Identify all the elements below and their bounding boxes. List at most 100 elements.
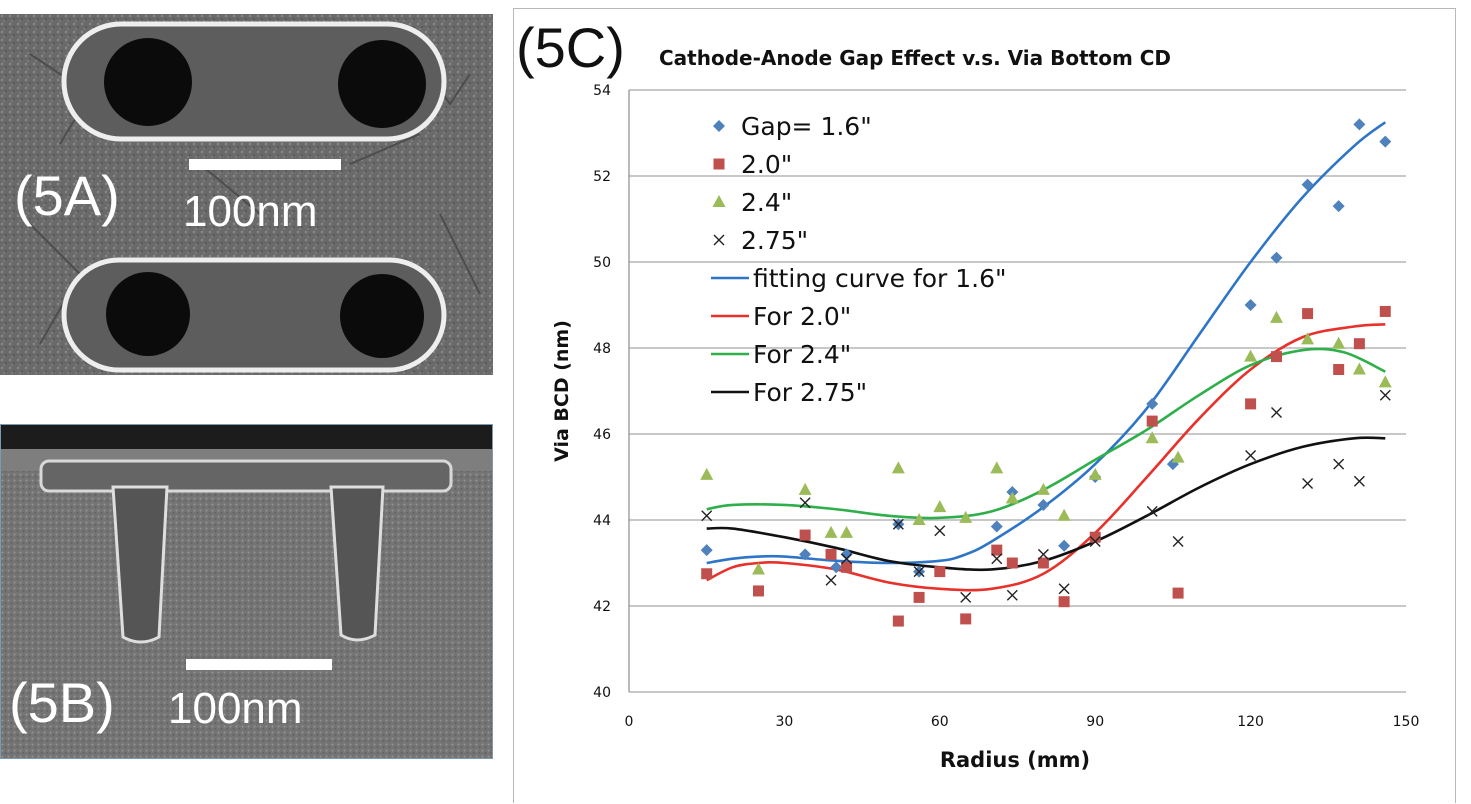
- y-tick-label: 50: [593, 255, 611, 271]
- legend-entry-label: 2.0": [741, 150, 792, 179]
- data-point-series-1: [1271, 351, 1282, 363]
- x-tick-label: 30: [775, 714, 793, 730]
- data-point-series-0: [1270, 251, 1283, 264]
- data-point-series-0: [840, 548, 853, 561]
- data-point-series-2: [700, 467, 714, 480]
- data-point-series-3: [1058, 583, 1070, 595]
- data-point-series-2: [933, 500, 947, 513]
- data-point-series-0: [1353, 118, 1366, 131]
- data-point-series-3: [1006, 589, 1018, 601]
- data-point-series-2: [891, 461, 905, 474]
- scale-label-5a: 100nm: [183, 187, 318, 236]
- data-point-series-3: [825, 574, 837, 586]
- data-point-series-2: [752, 562, 765, 575]
- legend-swatch: [713, 234, 725, 246]
- data-point-series-2: [1301, 332, 1315, 345]
- data-point-series-0: [1146, 397, 1159, 410]
- data-point-series-2: [1057, 508, 1071, 521]
- y-tick-label: 48: [593, 341, 611, 357]
- data-point-series-2: [990, 461, 1004, 474]
- data-point-series-1: [1245, 398, 1257, 410]
- data-point-series-0: [990, 520, 1003, 533]
- data-point-series-3: [701, 510, 713, 522]
- legend-entry-label: For 2.75": [753, 378, 867, 407]
- data-point-series-1: [1058, 596, 1070, 608]
- y-axis-label: Via BCD (nm): [551, 320, 573, 462]
- sem-image-top-view: (5A) 100nm: [0, 14, 493, 375]
- data-point-series-3: [1245, 450, 1257, 461]
- x-tick-label: 120: [1237, 714, 1264, 730]
- y-axis-ticks: 40 42 44 46 48 50 52 54: [593, 83, 611, 701]
- scale-bar-5a: [189, 159, 341, 170]
- legend-entry-label: For 2.0": [753, 302, 851, 331]
- legend-swatch: [713, 120, 725, 132]
- data-point-series-3: [1353, 475, 1365, 487]
- gridlines: [628, 89, 1406, 693]
- data-point-series-0: [1244, 299, 1257, 311]
- scale-label-5b: 100nm: [168, 684, 303, 733]
- x-tick-label: 0: [625, 714, 634, 730]
- data-point-series-2: [1145, 431, 1159, 444]
- x-tick-label: 150: [1393, 714, 1420, 730]
- data-point-series-1: [1037, 557, 1049, 569]
- data-point-series-2: [824, 525, 838, 538]
- data-point-series-0: [799, 548, 812, 561]
- data-point-series-2: [959, 510, 973, 523]
- data-point-series-3: [913, 566, 925, 578]
- data-point-series-3: [960, 591, 972, 603]
- data-point-series-1: [753, 585, 764, 597]
- data-point-series-0: [830, 561, 843, 574]
- data-point-series-3: [841, 553, 853, 565]
- data-point-series-2: [1171, 450, 1185, 463]
- data-point-series-0: [1037, 498, 1050, 511]
- y-tick-label: 44: [593, 513, 611, 529]
- y-tick-label: 42: [593, 599, 611, 615]
- data-point-series-3: [1037, 548, 1049, 560]
- y-tick-label: 52: [593, 169, 611, 185]
- data-point-series-1: [1333, 364, 1345, 375]
- data-point-series-2: [798, 482, 812, 495]
- data-point-series-3: [892, 518, 904, 530]
- data-point-series-2: [1378, 375, 1392, 388]
- data-point-series-1: [841, 561, 853, 573]
- legend-entry-label: 2.75": [741, 226, 808, 255]
- data-point-series-3: [1271, 407, 1282, 418]
- panel-label-5a: (5A): [14, 164, 120, 227]
- legend-entry-label: For 2.4": [753, 340, 851, 369]
- data-point-series-1: [1379, 305, 1391, 317]
- scale-bar-5b: [186, 659, 332, 670]
- sem-top-view-graphic: [0, 14, 493, 375]
- data-point-series-3: [1146, 505, 1158, 517]
- data-point-series-1: [960, 613, 972, 625]
- legend-swatch: [713, 158, 725, 170]
- data-point-series-1: [825, 548, 837, 560]
- sem-cross-section-graphic: [1, 425, 492, 758]
- chart-title: Cathode-Anode Gap Effect v.s. Via Bottom…: [659, 46, 1171, 70]
- data-point-series-2: [1270, 310, 1283, 323]
- data-point-series-3: [1172, 536, 1184, 547]
- legend-swatch: [712, 195, 726, 207]
- panel-label-5c: (5C): [516, 16, 625, 79]
- data-point-series-2: [1088, 467, 1102, 480]
- data-point-series-0: [1301, 178, 1314, 191]
- x-axis-ticks: 0 30 60 90 120 150: [625, 714, 1420, 730]
- data-point-series-1: [1146, 415, 1158, 427]
- data-point-series-2: [1332, 336, 1346, 349]
- data-point-series-0: [1379, 135, 1392, 148]
- via-bcd-chart: (5C) Cathode-Anode Gap Effect v.s. Via B…: [516, 16, 1420, 772]
- data-point-series-1: [1172, 587, 1184, 599]
- data-point-series-1: [1302, 308, 1314, 320]
- y-tick-label: 54: [593, 83, 611, 99]
- chart-legend: Gap= 1.6" 2.0" 2.4" 2.75" fitting curve for …: [711, 112, 1007, 407]
- data-point-series-3: [799, 497, 811, 509]
- data-point-series-3: [1302, 477, 1314, 489]
- data-point-series-3: [934, 525, 946, 537]
- chart-panel: (5C) Cathode-Anode Gap Effect v.s. Via B…: [513, 8, 1456, 803]
- legend-entry-label: Gap= 1.6": [741, 112, 872, 141]
- data-point-series-1: [934, 566, 946, 578]
- data-point-series-1: [991, 544, 1003, 556]
- panel-label-5b: (5B): [9, 671, 115, 734]
- legend-entry-label: 2.4": [741, 188, 792, 217]
- y-tick-label: 40: [593, 685, 611, 701]
- data-point-series-2: [1244, 349, 1258, 362]
